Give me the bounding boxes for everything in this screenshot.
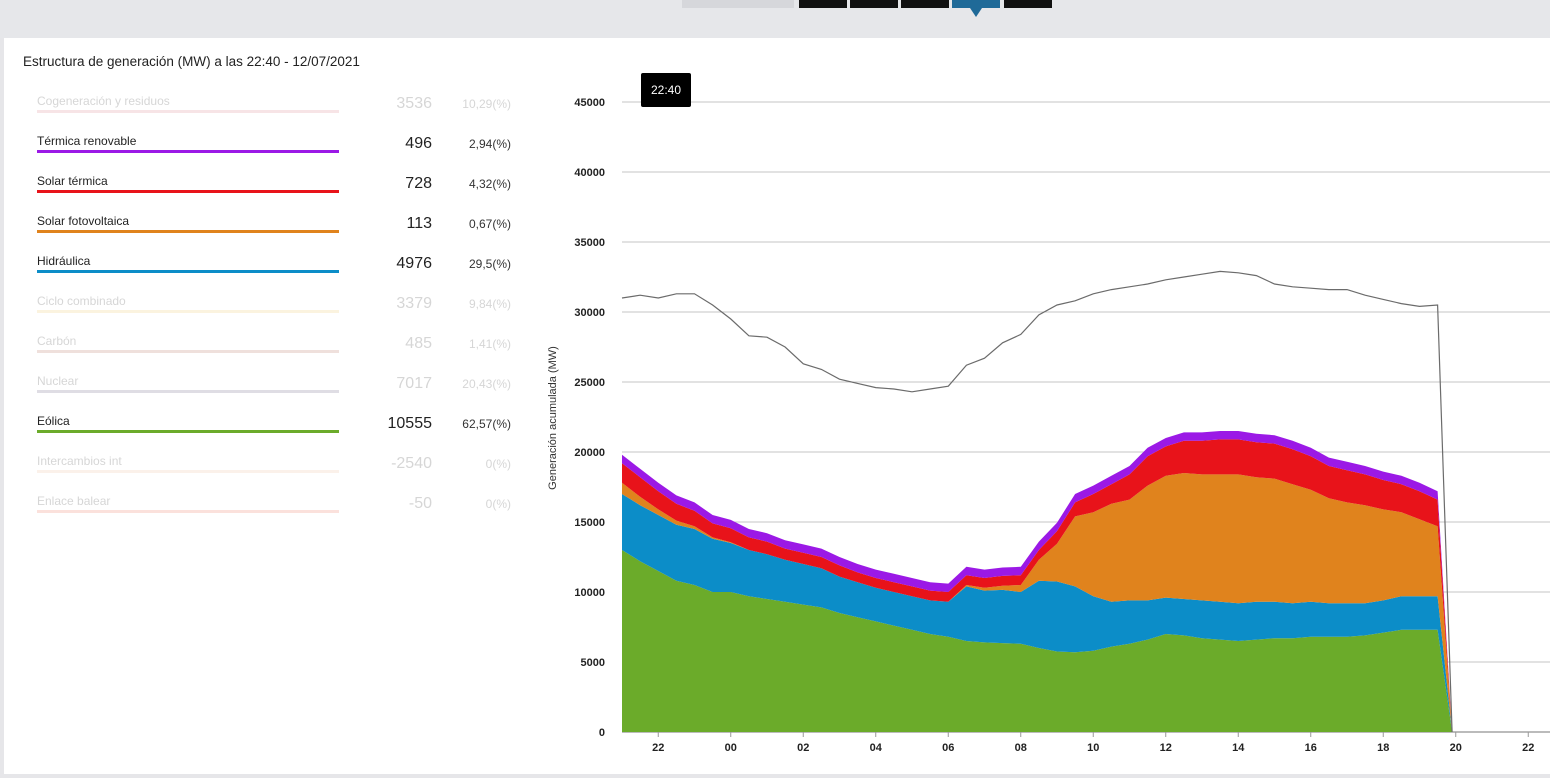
legend-value: 7017 <box>396 375 432 392</box>
legend-value: -2540 <box>391 455 432 472</box>
demand-line[interactable] <box>621 270 1453 733</box>
legend-value: -50 <box>408 495 432 512</box>
legend-percent: 29,5(%) <box>468 257 511 271</box>
panel-title: Estructura de generación (MW) a las 22:4… <box>23 54 360 69</box>
legend-percent: 2,94(%) <box>468 137 511 151</box>
area-series[interactable] <box>622 473 1453 732</box>
legend-value: 10555 <box>387 415 433 432</box>
legend-color-bar <box>37 430 339 433</box>
legend-color-bar <box>37 230 339 233</box>
legend-label: Ciclo combinado <box>37 294 126 308</box>
legend-color-bar <box>37 470 339 473</box>
legend-color-bar <box>37 110 339 113</box>
y-tick-label: 0 <box>599 727 605 739</box>
legend-item[interactable]: Enlace balear -50 0(%) <box>37 492 517 532</box>
active-tab-pointer <box>970 8 982 17</box>
legend-item[interactable]: Ciclo combinado 3379 9,84(%) <box>37 292 517 332</box>
legend-item[interactable]: Nuclear 7017 20,43(%) <box>37 372 517 412</box>
y-tick-label: 35000 <box>574 237 605 249</box>
x-tick-label: 22 <box>652 742 664 754</box>
legend-label: Cogeneración y residuos <box>37 94 170 108</box>
legend-percent: 1,41(%) <box>468 337 511 351</box>
area-series[interactable] <box>622 494 1453 732</box>
x-tick-label: 02 <box>797 742 809 754</box>
legend-value: 496 <box>405 135 432 152</box>
x-tick-label: 00 <box>725 742 737 754</box>
legend-color-bar <box>37 270 339 273</box>
legend-label: Intercambios int <box>37 454 122 468</box>
legend-percent: 0(%) <box>485 457 511 471</box>
x-tick-label: 20 <box>1450 742 1462 754</box>
legend-label: Hidráulica <box>37 254 91 268</box>
tab-3[interactable] <box>901 0 949 8</box>
legend-value: 113 <box>406 215 432 232</box>
legend-label: Solar fotovoltaica <box>37 214 130 228</box>
x-tick-label: 04 <box>870 742 883 754</box>
x-tick-label: 10 <box>1087 742 1099 754</box>
legend-percent: 10,29(%) <box>462 97 511 111</box>
x-tick-label: 14 <box>1232 742 1245 754</box>
legend-color-bar <box>37 190 339 193</box>
y-tick-label: 25000 <box>574 377 605 389</box>
legend-color-bar <box>37 350 339 353</box>
x-tick-label: 22 <box>1522 742 1534 754</box>
legend-label: Carbón <box>37 334 77 348</box>
y-tick-label: 30000 <box>574 307 605 319</box>
legend-label: Térmica renovable <box>37 134 137 148</box>
tab-0[interactable] <box>682 0 794 8</box>
x-tick-label: 12 <box>1160 742 1172 754</box>
legend-label: Eólica <box>37 414 70 428</box>
legend-item[interactable]: Térmica renovable 496 2,94(%) <box>37 132 517 172</box>
area-series[interactable] <box>622 550 1453 732</box>
legend-percent: 0(%) <box>485 497 511 511</box>
legend-item[interactable]: Carbón 485 1,41(%) <box>37 332 517 372</box>
time-tooltip-label: 22:40 <box>651 83 681 97</box>
legend-percent: 62,57(%) <box>462 417 511 431</box>
y-tick-label: 20000 <box>574 447 605 459</box>
y-tick-label: 45000 <box>574 97 605 109</box>
legend-value: 485 <box>405 335 432 352</box>
legend-value: 4976 <box>396 255 432 272</box>
time-tooltip <box>641 73 691 107</box>
y-tick-label: 5000 <box>581 657 605 669</box>
legend-item[interactable]: Intercambios int -2540 0(%) <box>37 452 517 492</box>
top-nav <box>0 0 1550 38</box>
legend-percent: 0,67(%) <box>468 217 511 231</box>
legend-label: Nuclear <box>37 374 79 388</box>
y-axis-label: Generación acumulada (MW) <box>547 346 559 490</box>
y-tick-label: 40000 <box>574 167 605 179</box>
legend-color-bar <box>37 150 339 153</box>
legend-item[interactable]: Hidráulica 4976 29,5(%) <box>37 252 517 292</box>
y-tick-label: 15000 <box>574 517 605 529</box>
tab-active[interactable] <box>952 0 1000 8</box>
legend-value: 728 <box>405 175 432 192</box>
x-tick-label: 08 <box>1015 742 1027 754</box>
legend-item[interactable]: Cogeneración y residuos 3536 10,29(%) <box>37 92 517 132</box>
legend-label: Solar térmica <box>37 174 108 188</box>
tab-1[interactable] <box>799 0 847 8</box>
tab-2[interactable] <box>850 0 898 8</box>
legend-color-bar <box>37 310 339 313</box>
generation-chart[interactable]: 0 5000 10000 15000 20000 25000 30000 35000 40000… <box>540 66 1550 778</box>
legend-item[interactable]: Solar fotovoltaica 113 0,67(%) <box>37 212 517 252</box>
legend-percent: 4,32(%) <box>468 177 511 191</box>
tab-5[interactable] <box>1004 0 1052 8</box>
x-tick-label: 06 <box>942 742 954 754</box>
y-tick-label: 10000 <box>574 587 605 599</box>
x-tick-label: 16 <box>1305 742 1317 754</box>
x-tick-label: 18 <box>1377 742 1389 754</box>
legend-item[interactable]: Eólica 10555 62,57(%) <box>37 412 517 452</box>
legend-label: Enlace balear <box>37 494 111 508</box>
legend-percent: 9,84(%) <box>468 297 511 311</box>
legend-item[interactable]: Solar térmica 728 4,32(%) <box>37 172 517 212</box>
legend-percent: 20,43(%) <box>462 377 511 391</box>
legend-color-bar <box>37 390 339 393</box>
legend-value: 3379 <box>396 295 432 312</box>
legend-color-bar <box>37 510 339 513</box>
legend-value: 3536 <box>396 95 432 112</box>
